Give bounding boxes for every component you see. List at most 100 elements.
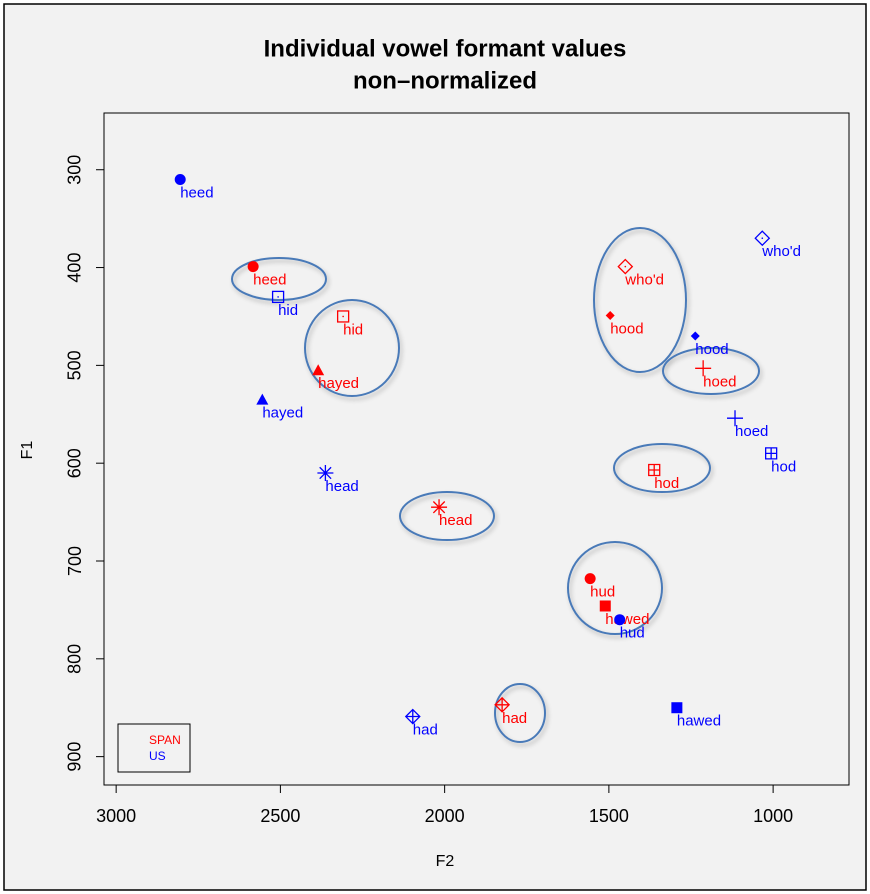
point [431, 499, 448, 516]
point-label: hood [610, 320, 643, 337]
marker-shape [754, 230, 771, 247]
point [256, 393, 269, 405]
y-tick-label: 500 [65, 350, 85, 380]
y-axis-label: F1 [19, 441, 36, 460]
point-label: hood [695, 341, 728, 358]
point-label: hud [620, 625, 645, 642]
marker-shape [336, 310, 350, 323]
background [3, 3, 867, 891]
point [764, 447, 778, 460]
marker-shape [671, 702, 683, 714]
marker-shape [271, 290, 285, 304]
y-tick-label: 800 [65, 644, 85, 674]
x-tick-label: 1000 [753, 806, 793, 826]
marker-shape [247, 261, 259, 273]
ellipse [494, 683, 546, 743]
point-label: hud [590, 584, 615, 601]
marker-shape [317, 464, 334, 481]
marker-shape [494, 696, 511, 713]
point-label: hod [771, 458, 796, 475]
point-label: hid [343, 321, 363, 338]
cluster-ellipses [231, 227, 760, 743]
point-label: who'd [624, 272, 664, 289]
point [727, 410, 744, 427]
point-label: had [413, 721, 438, 738]
ellipse [399, 491, 495, 541]
marker-shape [624, 265, 627, 268]
marker-shape [174, 174, 186, 186]
marker-shape [761, 237, 764, 240]
marker-shape [617, 258, 634, 275]
legend-label: US [149, 749, 166, 763]
marker-shape [256, 393, 269, 405]
point-label: head [439, 512, 472, 529]
y-tick-label: 600 [65, 448, 85, 478]
marker-shape [431, 499, 448, 516]
marker-shape [584, 573, 596, 585]
marker-shape [695, 360, 712, 377]
point [617, 258, 634, 275]
point-label: hoed [703, 373, 736, 390]
x-tick-label: 2000 [425, 806, 465, 826]
ellipse [304, 299, 400, 397]
point [336, 310, 350, 323]
plot-frame [103, 112, 850, 786]
point-label: who'd [761, 243, 801, 260]
x-tick-label: 1500 [589, 806, 629, 826]
ellipse [613, 443, 711, 493]
point [404, 708, 421, 725]
x-tick-label: 3000 [96, 806, 136, 826]
point [494, 696, 511, 713]
legend-label: SPAN [149, 733, 181, 747]
point [690, 331, 700, 341]
marker-shape [312, 364, 325, 376]
point [671, 702, 683, 714]
y-tick-label: 900 [65, 742, 85, 772]
point-label: heed [180, 184, 213, 201]
point [271, 290, 285, 304]
point [317, 464, 334, 481]
marker-shape [599, 600, 611, 612]
marker-shape [764, 447, 778, 460]
point [247, 261, 259, 273]
chart-subtitle: non–normalized [353, 67, 537, 94]
point [599, 600, 611, 612]
point [695, 360, 712, 377]
marker-shape [727, 410, 744, 427]
marker-shape [605, 310, 615, 320]
marker-shape [648, 463, 661, 477]
point [614, 614, 626, 626]
x-tick-label: 2500 [260, 806, 300, 826]
point [648, 463, 661, 477]
point [605, 310, 615, 320]
ellipse [593, 227, 687, 373]
ellipse [231, 257, 327, 301]
point-label: hawed [677, 713, 721, 730]
point [584, 573, 596, 585]
point-label: hayed [318, 375, 359, 392]
point-label: hayed [262, 405, 303, 422]
point [174, 174, 186, 186]
y-tick-label: 400 [65, 253, 85, 283]
point-label: hod [654, 475, 679, 492]
point [312, 364, 325, 376]
marker-shape [690, 331, 700, 341]
point-label: hoed [735, 423, 768, 440]
legend-box [117, 723, 191, 773]
ellipse [567, 541, 663, 635]
ellipse [662, 347, 760, 395]
point-label: had [502, 710, 527, 727]
chart-title: Individual vowel formant values [264, 35, 627, 62]
marker-shape [277, 296, 279, 298]
x-axis-label: F2 [436, 853, 455, 870]
marker-shape [614, 614, 626, 626]
point-label: hid [278, 302, 298, 319]
point [754, 230, 771, 247]
point-label: heed [253, 272, 286, 289]
point-label: head [325, 478, 358, 495]
y-tick-label: 300 [65, 155, 85, 185]
marker-shape [404, 708, 421, 725]
y-tick-label: 700 [65, 546, 85, 576]
marker-shape [342, 315, 344, 318]
